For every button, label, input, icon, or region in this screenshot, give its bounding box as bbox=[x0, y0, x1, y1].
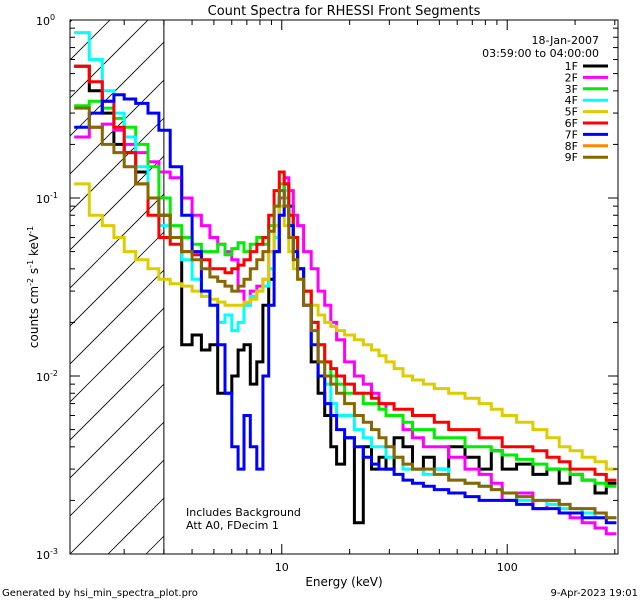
x-tick-label: 100 bbox=[497, 561, 518, 574]
chart-title: Count Spectra for RHESSI Front Segments bbox=[208, 4, 481, 19]
legend-label-7f: 7F bbox=[565, 128, 578, 141]
legend-time-range: 03:59:00 to 04:00:00 bbox=[482, 47, 599, 60]
legend-label-5f: 5F bbox=[565, 106, 578, 119]
y-label-sup3: -1 bbox=[26, 226, 35, 234]
series-5f bbox=[74, 182, 617, 471]
series-layer bbox=[74, 31, 617, 536]
legend-label-6f: 6F bbox=[565, 117, 578, 130]
legend-date: 18-Jan-2007 bbox=[532, 34, 600, 47]
hatch-line bbox=[70, 20, 263, 213]
legend-label-3f: 3F bbox=[565, 83, 578, 96]
y-tick-label: 100 bbox=[36, 13, 55, 28]
x-axis-label: Energy (keV) bbox=[305, 575, 382, 589]
hatch-line bbox=[70, 20, 339, 289]
y-label-sup1: -2 bbox=[26, 278, 35, 286]
plot-frame bbox=[69, 19, 619, 555]
hatch-line bbox=[70, 20, 301, 251]
y-tick-label: 10-2 bbox=[36, 369, 58, 384]
legend-label-1f: 1F bbox=[565, 60, 578, 73]
footer-timestamp: 9-Apr-2023 19:01 bbox=[551, 588, 638, 599]
y-label-main: counts cm bbox=[27, 286, 41, 348]
x-tick-label: 10 bbox=[275, 561, 289, 574]
footer-generated-by: Generated by hsi_min_spectra_plot.pro bbox=[2, 588, 198, 599]
series-2f bbox=[74, 122, 617, 536]
annotation-background: Includes Background bbox=[186, 506, 301, 519]
y-tick-label: 10-1 bbox=[36, 191, 58, 206]
legend-label-4f: 4F bbox=[565, 94, 578, 107]
legend-label-8f: 8F bbox=[565, 140, 578, 153]
y-label-mid: s bbox=[27, 268, 41, 278]
axis-ticks: 10 100 100 10-1 10-2 10-3 bbox=[36, 13, 618, 574]
y-tick-label: 10-3 bbox=[36, 547, 58, 562]
annotation-attenuator: Att A0, FDecim 1 bbox=[186, 519, 279, 532]
y-axis-label: counts cm-2 s-1 keV-1 bbox=[26, 226, 41, 348]
legend-label-9f: 9F bbox=[565, 151, 578, 164]
y-label-sup2: -1 bbox=[26, 260, 35, 268]
series-9f bbox=[74, 106, 617, 520]
y-label-mid2: keV bbox=[27, 233, 41, 260]
legend-label-2f: 2F bbox=[565, 71, 578, 84]
series-7f bbox=[74, 93, 617, 525]
